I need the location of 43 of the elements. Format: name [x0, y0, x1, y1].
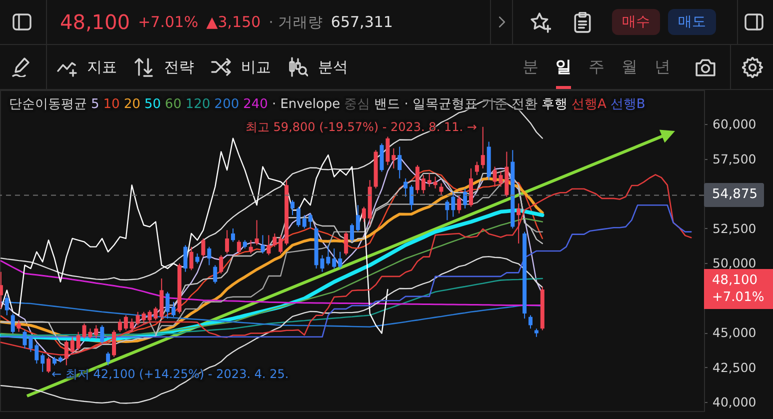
annotation: · 일목균형표: [404, 97, 478, 113]
ref-line-label: 54,875: [704, 183, 764, 208]
y-tick-label: 60,000: [712, 116, 756, 132]
text: 20: [124, 97, 140, 113]
text: +7.01%: [138, 13, 198, 31]
button: 매수: [612, 9, 660, 35]
annotation: · Envelope: [272, 97, 340, 113]
text: ▲3,150: [206, 13, 261, 31]
text: 전략: [164, 58, 194, 76]
text: 선행A: [571, 97, 606, 113]
text: 10: [103, 97, 120, 113]
annotation: 중심: [344, 97, 370, 113]
text: +7.01%: [712, 290, 764, 306]
text: 후행: [541, 97, 568, 113]
text: 선행B: [610, 97, 646, 113]
text: 60: [164, 97, 182, 113]
y-tick-label: 42,500: [712, 360, 756, 375]
y-tick-label: 45,000: [712, 325, 756, 340]
text: 일: [554, 56, 572, 78]
text: 5: [91, 97, 100, 113]
text: 48,100: [712, 273, 758, 288]
text: 비교: [241, 58, 271, 76]
text: 120: [185, 97, 210, 113]
text: 년: [654, 56, 672, 78]
y-tick-label: 52,500: [712, 220, 756, 236]
text: 50: [144, 97, 161, 113]
text: 657,311: [330, 13, 393, 31]
text: 월: [620, 56, 638, 78]
y-tick-label: 57,500: [712, 151, 756, 166]
text: 240: [243, 97, 268, 113]
annotation: 단순이동평균: [9, 97, 87, 113]
text: 200: [214, 97, 240, 113]
y-tick-label: 40,000: [712, 394, 756, 410]
text: 주: [588, 56, 606, 78]
button: 매도: [668, 9, 716, 35]
text: 지표: [87, 58, 117, 76]
text: · 거래량: [268, 14, 323, 32]
text: 분: [522, 56, 540, 78]
text: 밴드: [374, 97, 400, 113]
text: 분석: [318, 58, 348, 76]
y-tick-label: 50,000: [712, 256, 756, 271]
text: 전환: [511, 97, 538, 113]
text: 48,100: [60, 10, 130, 34]
